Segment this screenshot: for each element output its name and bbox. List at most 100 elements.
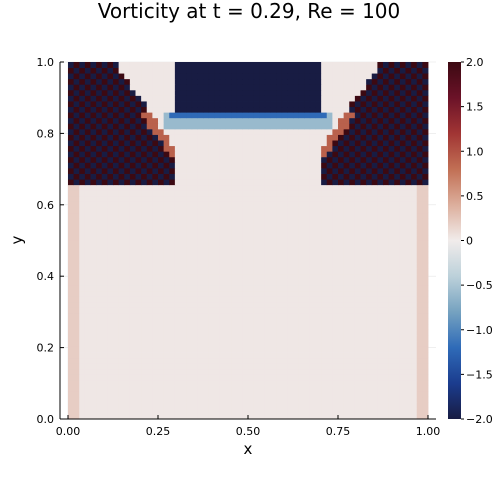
heatmap-cell — [242, 179, 249, 186]
heatmap-cell — [96, 101, 103, 108]
heatmap-cell — [360, 101, 367, 108]
heatmap-cell — [332, 290, 339, 297]
heatmap-cell — [129, 363, 136, 370]
heatmap-cell — [124, 145, 131, 152]
heatmap-cell — [281, 296, 288, 303]
heatmap-cell — [118, 329, 125, 336]
heatmap-cell — [118, 195, 125, 202]
heatmap-cell — [101, 257, 108, 264]
heatmap-cell — [377, 62, 384, 68]
heatmap-cell — [191, 385, 198, 392]
heatmap-cell — [231, 167, 238, 174]
heatmap-cell — [197, 95, 204, 102]
heatmap-cell — [113, 123, 120, 130]
heatmap-cell — [96, 162, 103, 169]
heatmap-cell — [287, 62, 294, 68]
heatmap-cell — [163, 262, 170, 269]
heatmap-cell — [377, 78, 384, 85]
heatmap-cell — [68, 173, 75, 180]
heatmap-cell — [101, 368, 108, 375]
heatmap-cell — [236, 67, 243, 74]
heatmap-cell — [186, 273, 193, 280]
heatmap-cell — [236, 402, 243, 409]
heatmap-cell — [191, 352, 198, 359]
heatmap-cell — [101, 112, 108, 119]
heatmap-cell — [326, 195, 333, 202]
heatmap-cell — [394, 385, 401, 392]
heatmap-cell — [287, 407, 294, 414]
heatmap-cell — [174, 268, 181, 275]
heatmap-cell — [174, 218, 181, 225]
heatmap-cell — [236, 106, 243, 113]
heatmap-cell — [298, 346, 305, 353]
heatmap-cell — [360, 140, 367, 147]
heatmap-cell — [203, 385, 210, 392]
heatmap-cell — [107, 273, 114, 280]
heatmap-cell — [219, 167, 226, 174]
heatmap-cell — [293, 290, 300, 297]
heatmap-cell — [309, 340, 316, 347]
heatmap-cell — [388, 296, 395, 303]
heatmap-cell — [84, 307, 91, 314]
heatmap-cell — [394, 352, 401, 359]
heatmap-cell — [203, 140, 210, 147]
heatmap-cell — [174, 123, 181, 130]
heatmap-cell — [191, 368, 198, 375]
heatmap-cell — [287, 128, 294, 135]
heatmap-cell — [107, 134, 114, 141]
heatmap-cell — [208, 162, 215, 169]
heatmap-cell — [298, 167, 305, 174]
heatmap-cell — [416, 379, 423, 386]
heatmap-cell — [360, 357, 367, 364]
heatmap-cell — [298, 413, 305, 420]
heatmap-cell — [73, 329, 80, 336]
y-tick-label: 0.0 — [37, 413, 55, 426]
heatmap-cell — [394, 162, 401, 169]
heatmap-cell — [90, 156, 97, 163]
heatmap-cell — [101, 167, 108, 174]
heatmap-cell — [416, 374, 423, 381]
heatmap-cell — [371, 307, 378, 314]
heatmap-cell — [253, 123, 260, 130]
heatmap-cell — [276, 156, 283, 163]
heatmap-cell — [141, 173, 148, 180]
heatmap-cell — [219, 285, 226, 292]
heatmap-cell — [96, 273, 103, 280]
heatmap-cell — [141, 324, 148, 331]
heatmap-cell — [124, 329, 131, 336]
heatmap-cell — [68, 279, 75, 286]
heatmap-cell — [388, 307, 395, 314]
heatmap-cell — [281, 391, 288, 398]
heatmap-cell — [293, 207, 300, 214]
heatmap-cell — [174, 374, 181, 381]
heatmap-cell — [225, 67, 232, 74]
heatmap-cell — [287, 173, 294, 180]
heatmap-cell — [203, 106, 210, 113]
heatmap-cell — [371, 368, 378, 375]
heatmap-cell — [169, 313, 176, 319]
heatmap-cell — [416, 363, 423, 370]
heatmap-cell — [118, 134, 125, 141]
heatmap-cell — [152, 251, 159, 258]
heatmap-cell — [366, 357, 373, 364]
heatmap-cell — [411, 207, 418, 214]
heatmap-cell — [304, 89, 311, 96]
colorbar — [448, 62, 461, 419]
colorbar-tick-label: −0.5 — [466, 279, 493, 292]
heatmap-cell — [326, 368, 333, 375]
heatmap-cell — [326, 106, 333, 113]
heatmap-cell — [281, 374, 288, 381]
heatmap-cell — [360, 363, 367, 370]
heatmap-cell — [383, 279, 390, 286]
heatmap-cell — [281, 89, 288, 96]
heatmap-cell — [197, 134, 204, 141]
heatmap-cell — [101, 190, 108, 197]
heatmap-cell — [96, 73, 103, 80]
heatmap-cell — [349, 285, 356, 292]
heatmap-cell — [349, 396, 356, 403]
heatmap-cell — [231, 279, 238, 286]
heatmap-cell — [270, 307, 277, 314]
heatmap-cell — [366, 407, 373, 414]
heatmap-cell — [248, 318, 255, 325]
heatmap-cell — [338, 117, 345, 124]
